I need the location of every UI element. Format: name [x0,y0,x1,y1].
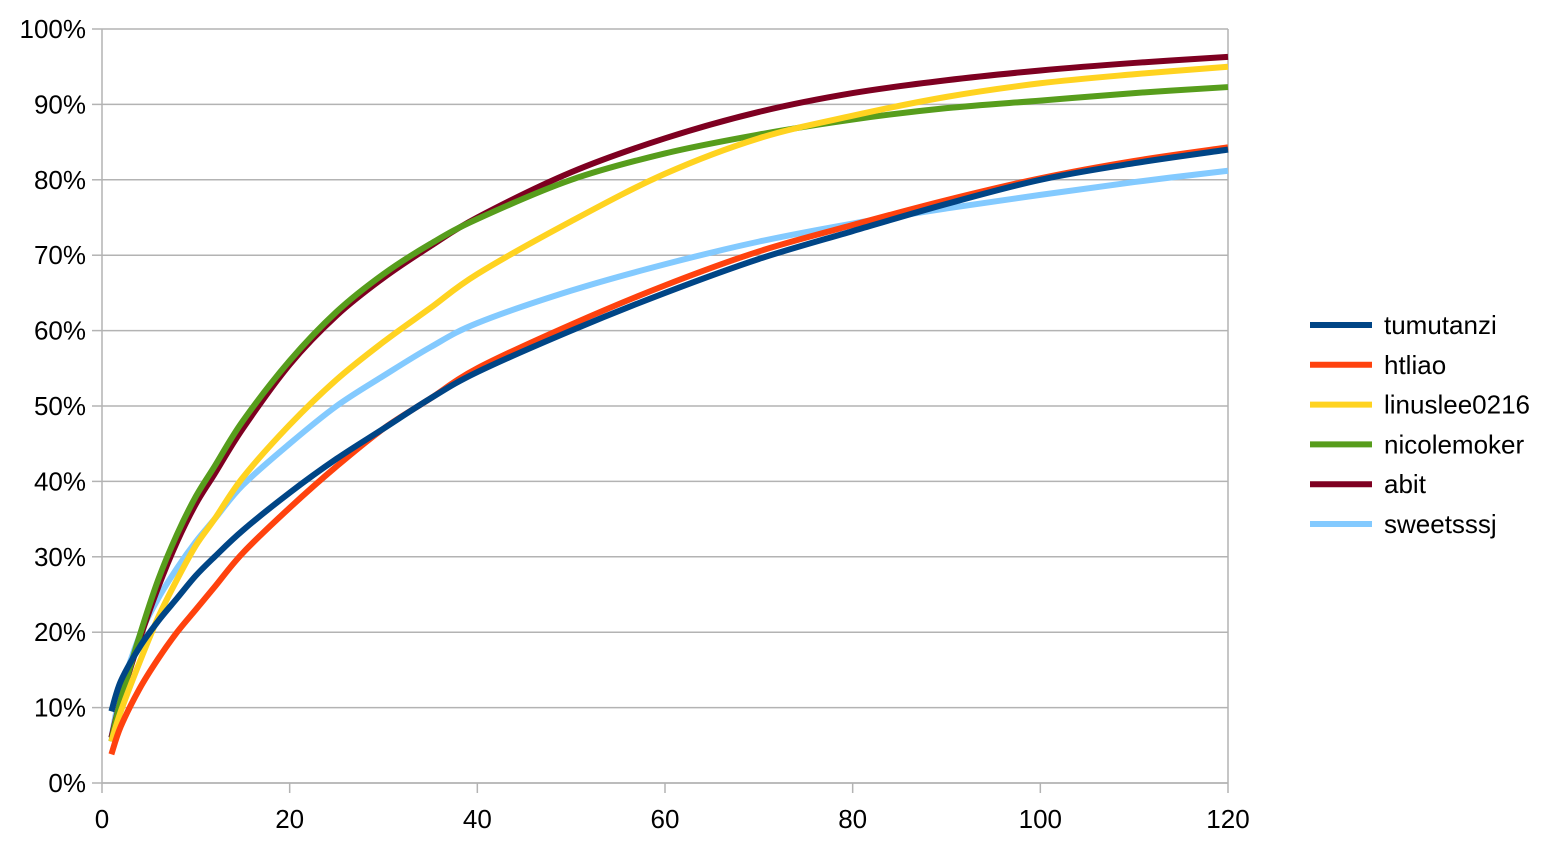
y-tick-label-20: 20% [34,617,86,647]
y-tick-label-0: 0% [48,768,86,798]
x-tick-label-0: 0 [95,804,109,834]
legend-label-abit: abit [1384,469,1427,499]
gridlines [102,28,1228,784]
series-line-abit [108,53,1229,739]
y-tick-label-100: 100% [20,14,87,44]
y-tick-label-90: 90% [34,89,86,119]
legend-label-tumutanzi: tumutanzi [1384,310,1497,340]
x-tick-label-120: 120 [1206,804,1249,834]
series-line-tumutanzi [108,146,1229,713]
legend-label-nicolemoker: nicolemoker [1384,429,1525,459]
x-axis-tick-labels: 0 20 40 60 80 100 120 [95,804,1250,834]
series-lines [108,53,1229,756]
y-tick-label-10: 10% [34,693,86,723]
x-tick-label-60: 60 [651,804,680,834]
series-line-nicolemoker [108,84,1229,743]
y-tick-label-50: 50% [34,391,86,421]
y-tick-label-40: 40% [34,466,86,496]
series-line-linuslee0216 [108,63,1229,743]
legend-label-sweetsssj: sweetsssj [1384,509,1497,539]
y-tick-label-80: 80% [34,165,86,195]
x-tick-label-100: 100 [1019,804,1062,834]
x-tick-label-40: 40 [463,804,492,834]
axes [92,28,1229,793]
y-tick-label-30: 30% [34,542,86,572]
y-tick-label-70: 70% [34,240,86,270]
x-tick-label-80: 80 [838,804,867,834]
x-tick-label-20: 20 [275,804,304,834]
legend-label-linuslee0216: linuslee0216 [1384,390,1530,420]
legend-label-htliao: htliao [1384,350,1446,380]
y-axis-tick-labels: 0% 10% 20% 30% 40% 50% 60% 70% 80% 90% 100% [20,14,87,798]
y-tick-label-60: 60% [34,316,86,346]
legend: tumutanzi htliao linuslee0216 nicolemoker ab… [1310,310,1530,539]
series-line-sweetsssj [108,167,1229,739]
